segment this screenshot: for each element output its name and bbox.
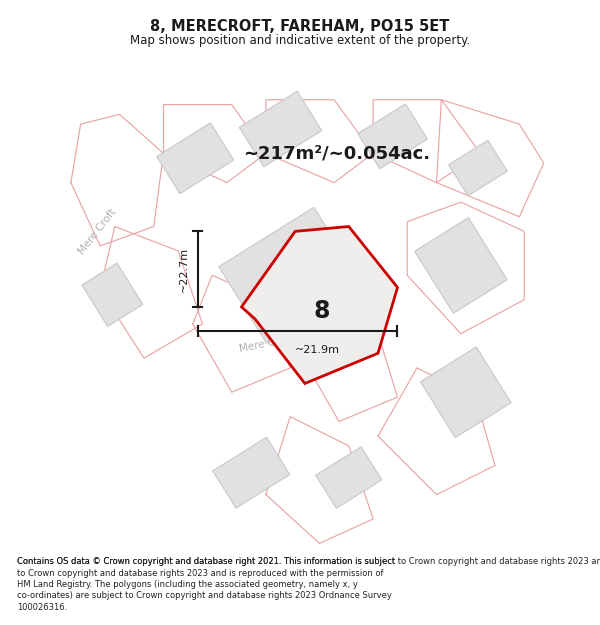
- Polygon shape: [82, 263, 143, 326]
- Text: Contains OS data © Crown copyright and database right 2021. This information is : Contains OS data © Crown copyright and d…: [17, 558, 395, 566]
- Text: HM Land Registry. The polygons (including the associated geometry, namely x, y: HM Land Registry. The polygons (includin…: [17, 580, 358, 589]
- Text: Mere Croft: Mere Croft: [238, 333, 293, 354]
- Polygon shape: [241, 226, 397, 384]
- Text: Map shows position and indicative extent of the property.: Map shows position and indicative extent…: [130, 34, 470, 48]
- Polygon shape: [219, 208, 362, 343]
- Text: Mere Croft: Mere Croft: [77, 207, 118, 256]
- Polygon shape: [316, 447, 382, 508]
- Polygon shape: [449, 140, 507, 196]
- Text: 8: 8: [314, 299, 331, 323]
- Polygon shape: [157, 123, 233, 194]
- Text: co-ordinates) are subject to Crown copyright and database rights 2023 Ordnance S: co-ordinates) are subject to Crown copyr…: [17, 591, 392, 600]
- Polygon shape: [358, 104, 427, 169]
- Text: ~22.7m: ~22.7m: [179, 247, 189, 292]
- Text: ~21.9m: ~21.9m: [295, 345, 340, 355]
- Text: ~217m²/~0.054ac.: ~217m²/~0.054ac.: [243, 144, 430, 162]
- Polygon shape: [239, 91, 322, 167]
- Polygon shape: [421, 347, 511, 438]
- Text: Contains OS data © Crown copyright and database right 2021. This information is : Contains OS data © Crown copyright and d…: [17, 558, 600, 566]
- Text: 8, MERECROFT, FAREHAM, PO15 5ET: 8, MERECROFT, FAREHAM, PO15 5ET: [151, 19, 449, 34]
- Text: 100026316.: 100026316.: [17, 602, 67, 611]
- Text: to Crown copyright and database rights 2023 and is reproduced with the permissio: to Crown copyright and database rights 2…: [17, 569, 383, 578]
- Polygon shape: [213, 438, 290, 508]
- Polygon shape: [415, 217, 507, 313]
